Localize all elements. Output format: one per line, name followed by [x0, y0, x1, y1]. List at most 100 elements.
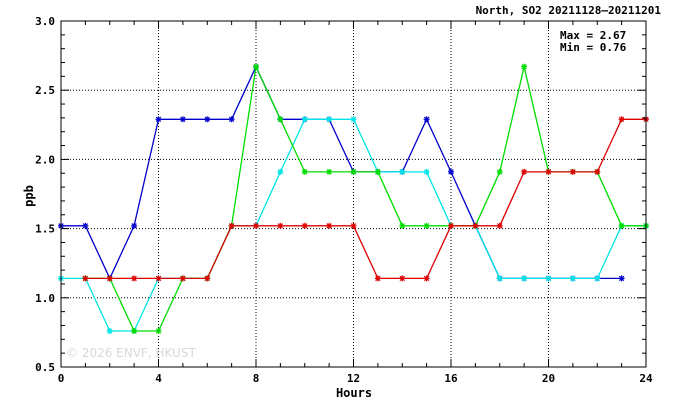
- x-tick-label: 20: [542, 372, 555, 385]
- data-point-stroke: [423, 116, 430, 122]
- watermark: © 2026 ENVF, HKUST: [66, 346, 196, 360]
- data-point-stroke: [82, 275, 89, 282]
- x-tick-label: 0: [58, 372, 65, 385]
- data-point: [423, 222, 430, 229]
- data-point-stroke: [107, 275, 113, 282]
- data-point-stroke: [131, 328, 137, 334]
- data-point: [496, 275, 503, 282]
- data-point: [326, 222, 333, 229]
- data-point: [326, 116, 333, 123]
- data-point: [350, 168, 357, 175]
- data-point: [131, 328, 138, 335]
- data-point-stroke: [399, 275, 405, 282]
- data-point: [618, 116, 625, 123]
- data-point-stroke: [131, 223, 137, 229]
- data-point: [204, 116, 211, 123]
- data-point: [448, 222, 454, 229]
- data-point-stroke: [155, 328, 162, 334]
- data-point: [569, 168, 576, 175]
- data-point-stroke: [521, 275, 527, 282]
- data-point-stroke: [302, 169, 308, 175]
- x-tick-label: 4: [155, 372, 162, 385]
- data-point: [228, 116, 235, 123]
- data-point: [277, 222, 284, 229]
- data-point: [350, 116, 357, 123]
- x-tick-label: 8: [253, 372, 260, 385]
- data-point: [131, 275, 138, 282]
- data-point: [423, 275, 430, 282]
- data-point: [253, 63, 259, 70]
- data-point: [423, 168, 430, 175]
- data-point-stroke: [82, 223, 89, 229]
- data-point-stroke: [107, 328, 113, 334]
- data-point: [155, 275, 162, 282]
- data-point-stroke: [423, 169, 430, 175]
- data-point-stroke: [326, 223, 332, 229]
- data-point: [301, 168, 308, 175]
- data-point: [545, 168, 552, 175]
- data-point-stroke: [399, 223, 405, 229]
- tick-marks: [60, 20, 647, 368]
- data-point: [82, 222, 89, 229]
- data-point: [448, 168, 454, 175]
- data-point: [155, 328, 162, 335]
- data-point-stroke: [375, 169, 381, 175]
- min-annotation: Min = 0.76: [560, 41, 627, 54]
- data-point-stroke: [180, 116, 186, 122]
- data-point: [106, 275, 113, 282]
- data-point-stroke: [497, 169, 503, 175]
- data-point: [374, 275, 381, 282]
- data-point: [496, 222, 503, 229]
- data-point: [277, 168, 284, 175]
- series-group: [58, 63, 649, 335]
- data-point: [423, 116, 430, 123]
- data-point: [204, 275, 211, 282]
- data-point: [374, 168, 381, 175]
- data-point-stroke: [155, 116, 162, 122]
- data-point: [399, 275, 406, 282]
- data-point-stroke: [545, 169, 552, 175]
- data-point-stroke: [253, 223, 259, 229]
- y-axis-label: ppb: [22, 185, 36, 207]
- data-point-stroke: [302, 116, 308, 122]
- data-point-stroke: [350, 169, 357, 175]
- data-point-stroke: [497, 223, 503, 229]
- data-point: [179, 116, 186, 123]
- y-tick-label: 2.5: [35, 84, 55, 97]
- data-point-stroke: [521, 169, 527, 175]
- series-line: [85, 118, 646, 280]
- x-axis-label: Hours: [336, 386, 372, 400]
- data-point-stroke: [399, 169, 405, 175]
- y-tick-label: 2.0: [35, 153, 55, 166]
- data-point-stroke: [180, 275, 186, 282]
- data-point-stroke: [350, 223, 357, 229]
- chart-title: North, SO2 20211128–20211201: [476, 4, 662, 17]
- data-point: [399, 222, 406, 229]
- data-point-stroke: [423, 223, 430, 229]
- max-annotation: Max = 2.67: [560, 29, 626, 42]
- y-tick-label: 3.0: [35, 15, 55, 28]
- data-point-stroke: [423, 275, 430, 282]
- data-point-stroke: [326, 169, 332, 175]
- data-point-stroke: [302, 223, 308, 229]
- data-point-stroke: [472, 223, 479, 229]
- data-point-stroke: [277, 169, 284, 175]
- data-point: [131, 222, 138, 229]
- data-point: [253, 222, 259, 229]
- data-point-stroke: [618, 275, 625, 282]
- series-3: [82, 63, 649, 335]
- data-point-stroke: [228, 116, 235, 122]
- data-point-stroke: [521, 63, 527, 70]
- data-point-stroke: [277, 223, 284, 229]
- data-point-stroke: [594, 275, 600, 282]
- data-point: [155, 116, 162, 123]
- x-tick-label: 12: [347, 372, 360, 385]
- y-tick-label: 1.5: [35, 223, 55, 236]
- data-point: [569, 275, 576, 282]
- data-point: [594, 168, 601, 175]
- data-point: [301, 116, 308, 123]
- data-point-stroke: [375, 275, 381, 282]
- data-point-stroke: [570, 275, 576, 282]
- data-point-stroke: [448, 223, 454, 229]
